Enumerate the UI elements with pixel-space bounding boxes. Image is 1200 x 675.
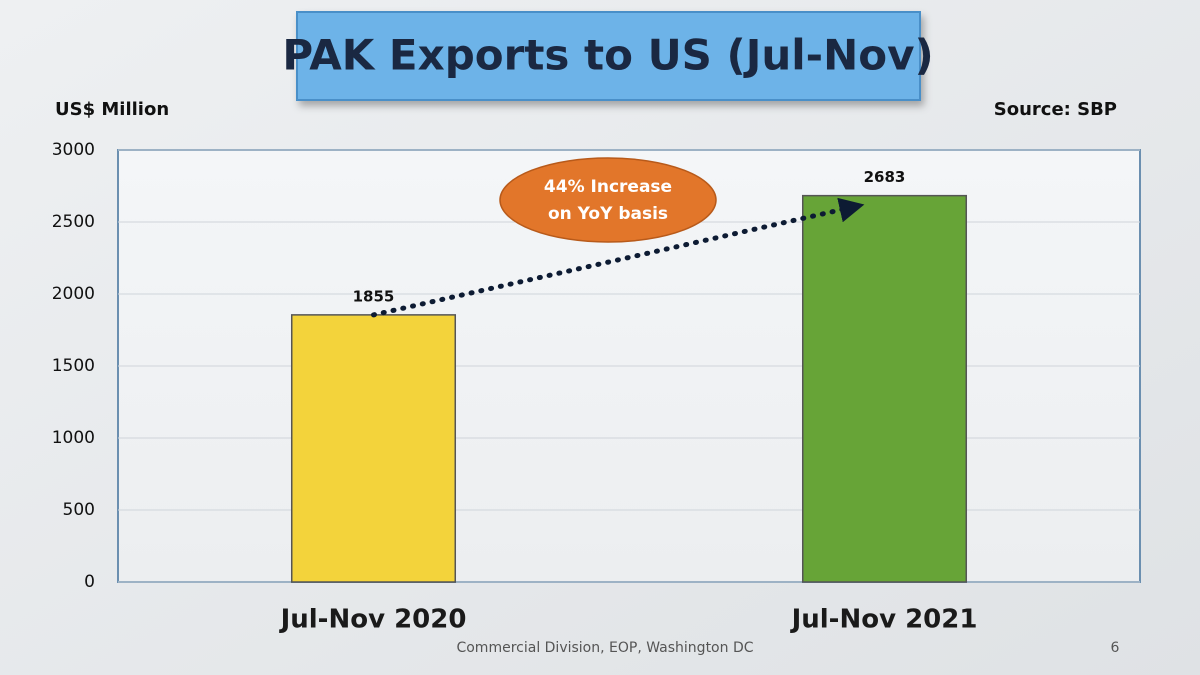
y-tick-label: 0 bbox=[84, 572, 95, 592]
annotation: on YoY basis bbox=[548, 204, 668, 224]
value-label: 1855 bbox=[353, 287, 395, 305]
bar bbox=[801, 194, 968, 583]
y-axis-label: US$ Million bbox=[55, 99, 169, 120]
x-tick-label: Jul-Nov 2021 bbox=[790, 605, 978, 635]
y-tick-label: 500 bbox=[63, 500, 95, 520]
annotation-bubble bbox=[499, 157, 717, 243]
y-tick-label: 2500 bbox=[52, 212, 95, 232]
trend-arrow bbox=[371, 197, 865, 318]
source: Source: SBP bbox=[994, 99, 1117, 120]
value-label: 2683 bbox=[864, 168, 906, 186]
y-tick-label: 1000 bbox=[52, 428, 95, 448]
bar bbox=[290, 314, 457, 583]
y-tick-label: 3000 bbox=[52, 140, 95, 160]
y-tick-label: 1500 bbox=[52, 356, 95, 376]
page-number: 6 bbox=[1111, 640, 1120, 656]
y-tick-label: 2000 bbox=[52, 284, 95, 304]
footer: Commercial Division, EOP, Washington DC bbox=[456, 640, 753, 656]
x-tick-label: Jul-Nov 2020 bbox=[279, 605, 467, 635]
annotation: 44% Increase bbox=[544, 177, 672, 197]
chart-title: PAK Exports to US (Jul-Nov) bbox=[282, 31, 933, 80]
title-box bbox=[296, 11, 921, 101]
